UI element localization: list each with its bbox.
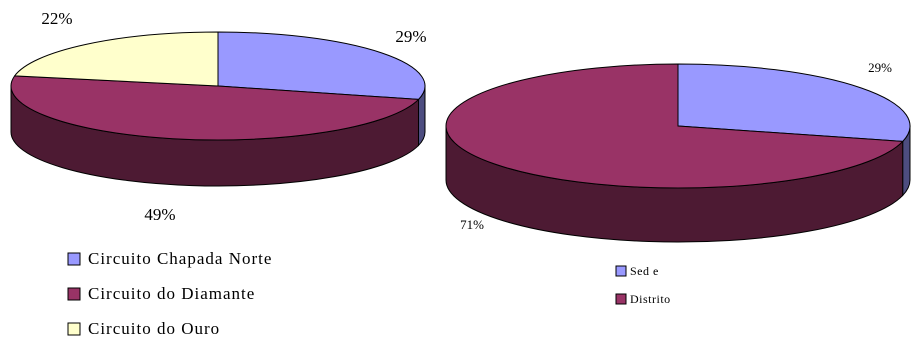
legend-label-distrito: Distrito xyxy=(630,292,671,306)
data-label-distrito: 71% xyxy=(460,217,484,232)
legend-label-circuito-chapada-norte: Circuito Chapada Norte xyxy=(88,249,272,268)
legend-item-circuito-chapada-norte: Circuito Chapada Norte xyxy=(67,249,272,268)
legend-item-distrito: Distrito xyxy=(615,292,671,306)
data-label-circuito-do-ouro: 22% xyxy=(41,9,72,28)
legend-item-sede: Sed e xyxy=(615,264,659,278)
pie-tops xyxy=(10,31,426,141)
data-label-circuito-do-diamante: 49% xyxy=(144,205,175,224)
legend-label-sede: Sed e xyxy=(630,264,659,278)
pie-chart-sede-distrito: 29% 71% xyxy=(445,60,911,243)
legend-swatch-sede xyxy=(615,265,627,277)
pie-slice-sede xyxy=(677,63,911,142)
legend-swatch-circuito-do-diamante xyxy=(67,287,81,301)
legend-sede-distrito: Sed e Distrito xyxy=(615,264,671,306)
pie-chart-circuits: 29% 49% 22% xyxy=(10,9,427,224)
legend-label-circuito-do-ouro: Circuito do Ouro xyxy=(88,319,220,338)
data-label-sede: 29% xyxy=(868,60,892,75)
legend-label-circuito-do-diamante: Circuito do Diamante xyxy=(88,284,255,303)
legend-item-circuito-do-diamante: Circuito do Diamante xyxy=(67,284,255,303)
legend-swatch-circuito-chapada-norte xyxy=(67,252,81,266)
legend-swatch-circuito-do-ouro xyxy=(67,322,81,336)
legend-swatch-distrito xyxy=(615,293,627,305)
pie-slice-circuito-do-diamante xyxy=(10,75,420,141)
data-label-circuito-chapada-norte: 29% xyxy=(395,27,426,46)
pie-tops xyxy=(445,63,911,189)
pie-slice-circuito-chapada-norte xyxy=(217,31,426,100)
legend-item-circuito-do-ouro: Circuito do Ouro xyxy=(67,319,220,338)
pie-slice-distrito xyxy=(445,63,904,189)
pie-slice-circuito-do-ouro xyxy=(13,31,219,87)
legend-circuits: Circuito Chapada Norte Circuito do Diaman… xyxy=(67,249,272,338)
